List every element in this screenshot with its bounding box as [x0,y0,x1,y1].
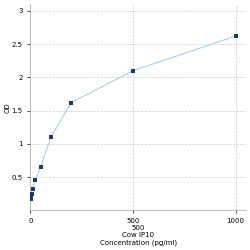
Point [69,100,73,104]
Point [38,165,42,169]
Point [29,197,33,201]
Point [49,135,53,139]
Point [131,69,135,73]
Point [31,187,35,191]
Y-axis label: OD: OD [4,102,10,113]
Point [234,34,237,38]
Point [34,178,38,182]
X-axis label: 500
Cow IP10
Concentration (pg/ml): 500 Cow IP10 Concentration (pg/ml) [100,225,177,246]
Point [29,194,33,198]
Point [30,192,34,196]
